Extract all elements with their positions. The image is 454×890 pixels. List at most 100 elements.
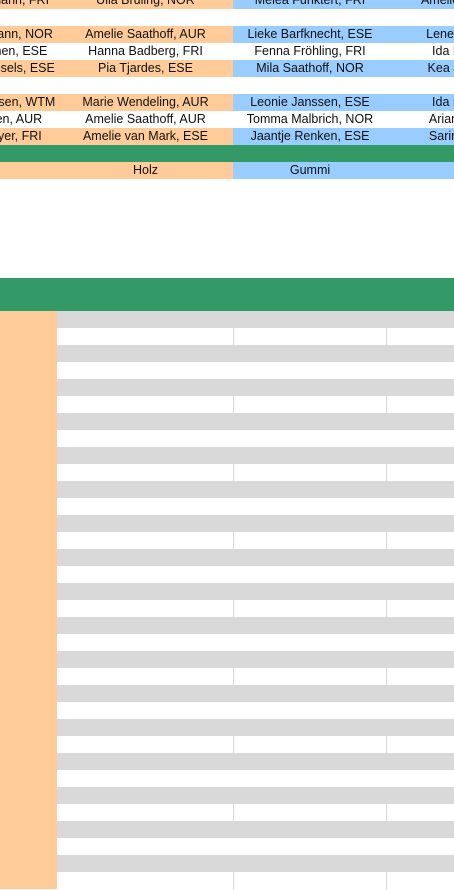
grid-row[interactable]	[0, 685, 454, 702]
grid-row[interactable]	[0, 753, 454, 770]
grid-cell[interactable]	[57, 838, 454, 855]
table-cell[interactable]: Lieke Barfknecht, ESE	[233, 26, 387, 43]
table-cell[interactable]: Inga Oltmann, FRI	[0, 0, 58, 9]
grid-cell[interactable]	[57, 549, 454, 566]
grid-row[interactable]	[0, 872, 454, 889]
grid-cell[interactable]	[0, 566, 57, 583]
table-row[interactable]: Lotta Janssen, WTM Marie Wendeling, AUR …	[0, 94, 454, 111]
grid-row[interactable]	[0, 770, 454, 787]
table-cell[interactable]: Tomma Malbrich, NOR	[233, 111, 387, 128]
table-row[interactable]: Jule Meyer, FRI Amelie van Mark, ESE Jaa…	[0, 128, 454, 145]
grid-cell[interactable]	[0, 872, 57, 889]
table-cell[interactable]: Lene M	[387, 26, 454, 43]
table-cell[interactable]: Leonie Janssen, ESE	[233, 94, 387, 111]
grid-row[interactable]	[0, 379, 454, 396]
grid-cell[interactable]	[57, 753, 454, 770]
grid-row[interactable]	[0, 600, 454, 617]
grid-cell[interactable]	[57, 719, 454, 736]
grid-cell[interactable]	[0, 634, 57, 651]
table-row[interactable]: Inga Oltmann, FRI Ulla Bruling, NOR Mele…	[0, 0, 454, 9]
grid-cell[interactable]	[0, 311, 57, 328]
grid-cell[interactable]	[57, 413, 454, 430]
grid-row[interactable]	[0, 651, 454, 668]
table-cell[interactable]: Mila Saathoff, NOR	[233, 60, 387, 77]
table-row[interactable]: Maja Ehnen, ESE Hanna Badberg, FRI Fenna…	[0, 43, 454, 60]
grid-cell[interactable]	[57, 787, 454, 804]
table-row[interactable]: Holz Gummi	[0, 162, 454, 179]
grid-cell[interactable]	[0, 651, 57, 668]
table-row[interactable]	[0, 77, 454, 94]
grid-cell[interactable]	[0, 838, 57, 855]
table-cell[interactable]: Holz	[58, 162, 233, 179]
grid-cell[interactable]	[0, 515, 57, 532]
grid-cell[interactable]	[0, 328, 57, 345]
grid-row[interactable]	[0, 736, 454, 753]
table-cell[interactable]	[0, 9, 58, 26]
grid-row[interactable]	[0, 583, 454, 600]
table-cell[interactable]: Ariane	[387, 111, 454, 128]
table-cell[interactable]: Kea Ja	[387, 60, 454, 77]
table-cell[interactable]: Sarina	[387, 128, 454, 145]
grid-row[interactable]	[0, 413, 454, 430]
grid-cell[interactable]	[0, 549, 57, 566]
grid-row[interactable]	[0, 719, 454, 736]
grid-cell[interactable]	[57, 481, 454, 498]
grid-cell[interactable]	[0, 379, 57, 396]
table-cell[interactable]: Lotta Janssen, WTM	[0, 94, 58, 111]
grid-cell[interactable]	[57, 685, 454, 702]
grid-cell[interactable]	[0, 447, 57, 464]
grid-row[interactable]	[0, 804, 454, 821]
table-cell[interactable]: Amelie Saathoff, AUR	[58, 111, 233, 128]
grid-cell[interactable]	[57, 345, 454, 362]
table-row[interactable]: Ella Ihnen, AUR Amelie Saathoff, AUR Tom…	[0, 111, 454, 128]
table-cell[interactable]	[233, 77, 387, 94]
table-cell[interactable]: Ella Ihnen, AUR	[0, 111, 58, 128]
table-cell[interactable]: Greta Wessels, ESE	[0, 60, 58, 77]
grid-cell[interactable]	[0, 498, 57, 515]
grid-row[interactable]	[0, 549, 454, 566]
grid-row[interactable]	[0, 430, 454, 447]
table-cell[interactable]: Ida H	[387, 43, 454, 60]
grid-row[interactable]	[0, 634, 454, 651]
grid-cell[interactable]	[57, 736, 454, 753]
grid-row[interactable]	[0, 396, 454, 413]
grid-cell[interactable]	[0, 481, 57, 498]
grid-cell[interactable]	[57, 583, 454, 600]
table-cell[interactable]: Inga Oltmann, NOR	[0, 26, 58, 43]
grid-row[interactable]	[0, 362, 454, 379]
table-cell[interactable]: Hanna Badberg, FRI	[58, 43, 233, 60]
grid-cell[interactable]	[0, 532, 57, 549]
grid-cell[interactable]	[0, 753, 57, 770]
grid-cell[interactable]	[57, 515, 454, 532]
grid-row[interactable]	[0, 447, 454, 464]
table-cell[interactable]: Amelie van Mark, ESE	[58, 128, 233, 145]
table-cell[interactable]	[233, 9, 387, 26]
grid-cell[interactable]	[57, 651, 454, 668]
table-cell[interactable]: Jule Meyer, FRI	[0, 128, 58, 145]
grid-cell[interactable]	[0, 804, 57, 821]
grid-cell[interactable]	[0, 855, 57, 872]
grid-cell[interactable]	[0, 685, 57, 702]
grid-row[interactable]	[0, 515, 454, 532]
grid-cell[interactable]	[57, 464, 454, 481]
grid-row[interactable]	[0, 668, 454, 685]
table-row[interactable]	[0, 9, 454, 26]
grid-cell[interactable]	[0, 413, 57, 430]
grid-cell[interactable]	[0, 362, 57, 379]
table-cell[interactable]	[0, 162, 58, 179]
grid-cell[interactable]	[57, 804, 454, 821]
table-row[interactable]: Inga Oltmann, NOR Amelie Saathoff, AUR L…	[0, 26, 454, 43]
grid-cell[interactable]	[57, 498, 454, 515]
table-row[interactable]: Greta Wessels, ESE Pia Tjardes, ESE Mila…	[0, 60, 454, 77]
grid-cell[interactable]	[57, 770, 454, 787]
table-cell[interactable]: Ulla Bruling, NOR	[58, 0, 233, 9]
grid-cell[interactable]	[0, 719, 57, 736]
table-cell[interactable]	[0, 77, 58, 94]
grid-cell[interactable]	[0, 668, 57, 685]
grid-cell[interactable]	[0, 345, 57, 362]
grid-cell[interactable]	[0, 787, 57, 804]
grid-cell[interactable]	[57, 702, 454, 719]
grid-cell[interactable]	[57, 821, 454, 838]
grid-cell[interactable]	[57, 668, 454, 685]
